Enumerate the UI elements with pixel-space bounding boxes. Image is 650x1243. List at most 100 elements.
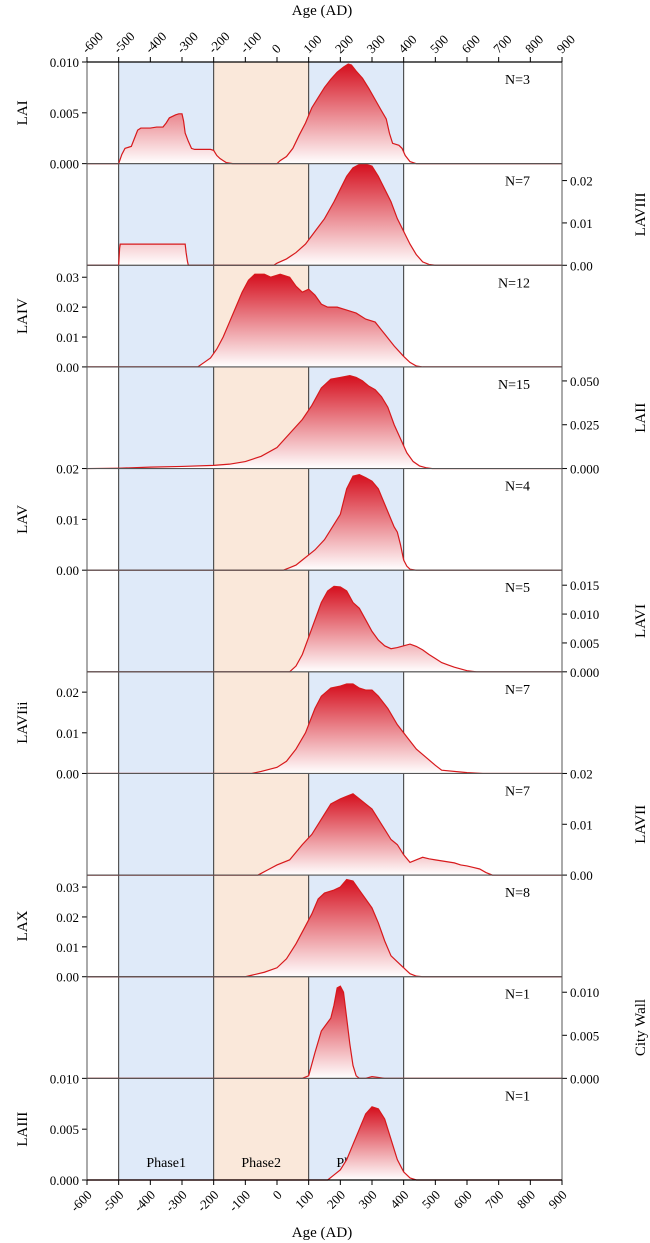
y-tick-label-10-0: 0.000: [50, 1173, 79, 1188]
sample-count-label-4: N=4: [505, 480, 530, 495]
panel-name-5: LAVI: [633, 604, 649, 638]
density-curve-9: [87, 985, 562, 1079]
top-x-tick-label-9: 300: [364, 32, 388, 56]
y-tick-label-5-0: 0.000: [570, 665, 599, 680]
panel-name-8: LAX: [15, 910, 31, 941]
y-tick-label-0-1: 0.005: [50, 106, 79, 121]
y-tick-label-7-1: 0.01: [570, 817, 593, 832]
y-tick-label-6-0: 0.00: [56, 766, 79, 781]
bottom-x-tick-label-11: 500: [419, 1187, 443, 1211]
density-area-6: [87, 684, 562, 774]
bottom-x-tick-label-12: 600: [450, 1187, 474, 1211]
density-curve-10: [87, 1106, 562, 1181]
phase-label-2: Phase2: [241, 1156, 281, 1171]
bottom-x-tick-label-5: -100: [226, 1187, 253, 1214]
top-x-tick-label-4: -200: [205, 29, 232, 56]
density-curve-8: [87, 878, 562, 978]
y-tick-label-10-1: 0.005: [50, 1122, 79, 1137]
panel-name-4: LAV: [15, 505, 31, 534]
panel-name-7: LAVII: [633, 805, 649, 844]
bottom-x-axis-title: Age (AD): [292, 1225, 352, 1241]
top-x-tick-label-10: 400: [395, 32, 419, 56]
density-curve-6: [87, 683, 562, 775]
y-tick-label-0-2: 0.010: [50, 55, 79, 70]
panel-name-10: LAIII: [15, 1112, 31, 1147]
bottom-x-tick-label-9: 300: [355, 1187, 379, 1211]
density-curve-5: [87, 585, 562, 673]
density-area-5: [87, 586, 562, 672]
y-tick-label-1-1: 0.01: [570, 216, 593, 231]
y-tick-label-2-3: 0.03: [56, 270, 79, 285]
y-tick-label-2-0: 0.00: [56, 360, 79, 375]
bottom-x-tick-label-2: -400: [131, 1187, 158, 1214]
y-tick-label-8-1: 0.01: [56, 940, 79, 955]
bottom-x-tick-label-8: 200: [324, 1187, 348, 1211]
bottom-x-tick-label-7: 100: [292, 1187, 316, 1211]
density-area-0: [87, 64, 562, 164]
panels: N=3 N=7 N=12 N=15 N=4 N=5 N=7 N=7 N=8 N=1 N=1: [86, 63, 562, 1181]
density-area-9: [87, 986, 562, 1079]
sample-count-label-10: N=1: [505, 1089, 530, 1104]
bottom-x-tick-label-15: 900: [545, 1187, 569, 1211]
phase-band-2: [213, 62, 309, 1180]
phase-band-1: [118, 62, 214, 1180]
top-x-tick-label-8: 200: [332, 32, 356, 56]
sample-count-label-5: N=5: [505, 581, 530, 596]
y-tick-label-6-1: 0.01: [56, 726, 79, 741]
y-tick-label-5-1: 0.005: [570, 636, 599, 651]
sample-count-label-6: N=7: [505, 683, 530, 698]
bottom-x-tick-label-10: 400: [387, 1187, 411, 1211]
bottom-x-tick-label-6: 0: [270, 1187, 285, 1202]
y-tick-label-3-1: 0.025: [570, 418, 599, 433]
top-x-tick-label-11: 500: [427, 32, 451, 56]
top-x-tick-label-15: 900: [554, 32, 578, 56]
top-x-tick-label-1: -500: [110, 29, 137, 56]
sample-count-label-1: N=7: [505, 175, 530, 190]
density-curve-2: [87, 273, 562, 368]
panel-name-6: LAVIii: [15, 702, 31, 744]
top-x-tick-label-3: -300: [174, 29, 201, 56]
y-tick-label-2-2: 0.02: [56, 300, 79, 315]
y-tick-label-0-0: 0.000: [50, 157, 79, 172]
bottom-x-tick-label-13: 700: [482, 1187, 506, 1211]
y-tick-label-3-0: 0.000: [570, 462, 599, 477]
y-tick-label-8-2: 0.02: [56, 910, 79, 925]
density-curve-4: [87, 474, 562, 571]
bottom-x-tick-label-0: -600: [67, 1187, 94, 1214]
y-tick-label-10-2: 0.010: [50, 1071, 79, 1086]
y-tick-label-9-1: 0.005: [570, 1028, 599, 1043]
sample-count-label-9: N=1: [505, 988, 530, 1003]
top-x-tick-label-7: 100: [300, 32, 324, 56]
panel-name-0: LAI: [15, 100, 31, 125]
y-tick-label-6-2: 0.02: [56, 685, 79, 700]
panel-name-2: LAIV: [15, 298, 31, 334]
density-curve-0: [87, 63, 562, 165]
panel-name-3: LAII: [633, 403, 649, 433]
density-curve-1: [87, 163, 562, 266]
y-tick-label-4-2: 0.02: [56, 462, 79, 477]
sample-count-label-7: N=7: [505, 784, 530, 799]
y-tick-label-1-2: 0.02: [570, 174, 593, 189]
y-tick-label-1-0: 0.00: [570, 258, 593, 273]
phase-label-1: Phase1: [146, 1156, 186, 1171]
top-x-tick-label-0: -600: [79, 29, 106, 56]
density-area-7: [87, 793, 562, 876]
bottom-x-tick-label-1: -500: [99, 1187, 126, 1214]
top-x-tick-label-13: 700: [490, 32, 514, 56]
y-tick-label-7-2: 0.02: [570, 766, 593, 781]
panel-name-9: City Wall: [633, 999, 649, 1056]
bottom-x-tick-label-14: 800: [514, 1187, 538, 1211]
y-tick-label-4-1: 0.01: [56, 512, 79, 527]
density-area-3: [87, 375, 562, 469]
density-area-2: [87, 274, 562, 367]
density-curve-7: [87, 793, 562, 876]
y-tick-label-9-2: 0.010: [570, 985, 599, 1000]
bottom-x-tick-label-4: -200: [194, 1187, 221, 1214]
sample-count-label-8: N=8: [505, 886, 530, 901]
top-x-tick-label-14: 800: [522, 32, 546, 56]
y-tick-label-4-0: 0.00: [56, 563, 79, 578]
density-area-4: [87, 474, 562, 571]
density-area-1: [87, 164, 562, 266]
top-x-tick-label-2: -400: [142, 29, 169, 56]
